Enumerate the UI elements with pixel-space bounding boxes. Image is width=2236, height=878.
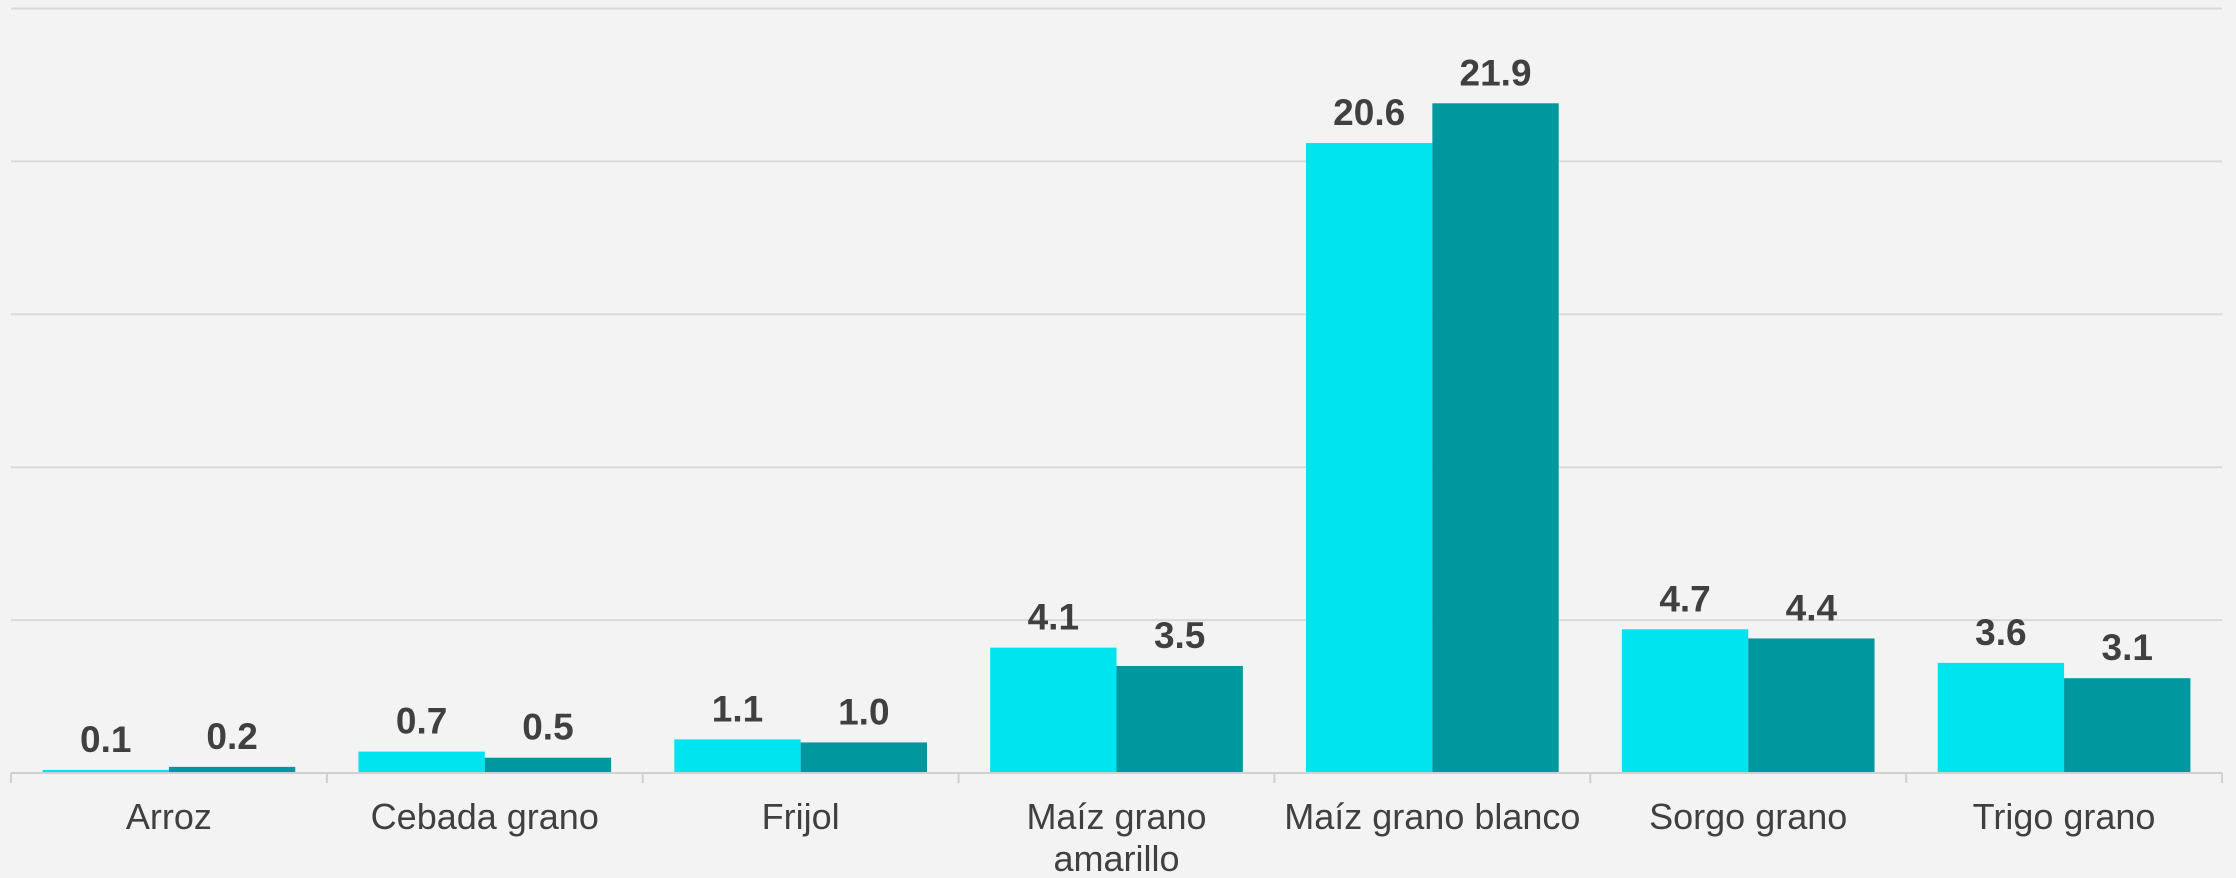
bar	[1937, 662, 2065, 773]
bar	[1748, 638, 1875, 773]
data-label: 1.1	[712, 688, 763, 729]
data-label: 4.7	[1659, 578, 1710, 619]
bar	[1621, 629, 1749, 773]
bar	[1306, 143, 1433, 773]
data-label: 3.6	[1975, 612, 2026, 653]
x-tick-label: Maíz grano amarillo	[1026, 796, 1207, 878]
x-tick-label: Frijol	[761, 796, 840, 837]
data-label: 3.5	[1154, 615, 1205, 656]
x-tick-label: Arroz	[125, 796, 212, 837]
bar	[2064, 678, 2191, 773]
bar	[358, 751, 485, 773]
data-label: 4.1	[1028, 597, 1079, 638]
bar	[674, 739, 801, 773]
bar	[990, 647, 1117, 773]
data-label: 0.2	[206, 716, 257, 757]
data-label: 4.4	[1786, 587, 1838, 628]
bar	[1116, 665, 1243, 773]
data-label: 3.1	[2102, 627, 2153, 668]
bar	[484, 757, 612, 773]
data-label: 0.7	[396, 701, 447, 742]
data-label: 1.0	[838, 691, 889, 732]
data-label: 20.6	[1333, 92, 1405, 133]
bar	[42, 769, 169, 773]
data-label: 21.9	[1460, 52, 1532, 93]
bar	[168, 766, 296, 773]
x-tick-label: Cebada grano	[370, 796, 599, 837]
data-label: 0.1	[80, 719, 131, 760]
bar	[800, 742, 927, 773]
data-label: 0.5	[522, 707, 573, 748]
x-tick-label: Maíz grano blanco	[1284, 796, 1581, 837]
x-tick-label: Trigo grano	[1972, 796, 2156, 837]
x-tick-label: Sorgo grano	[1649, 796, 1848, 837]
bar	[1432, 103, 1559, 774]
